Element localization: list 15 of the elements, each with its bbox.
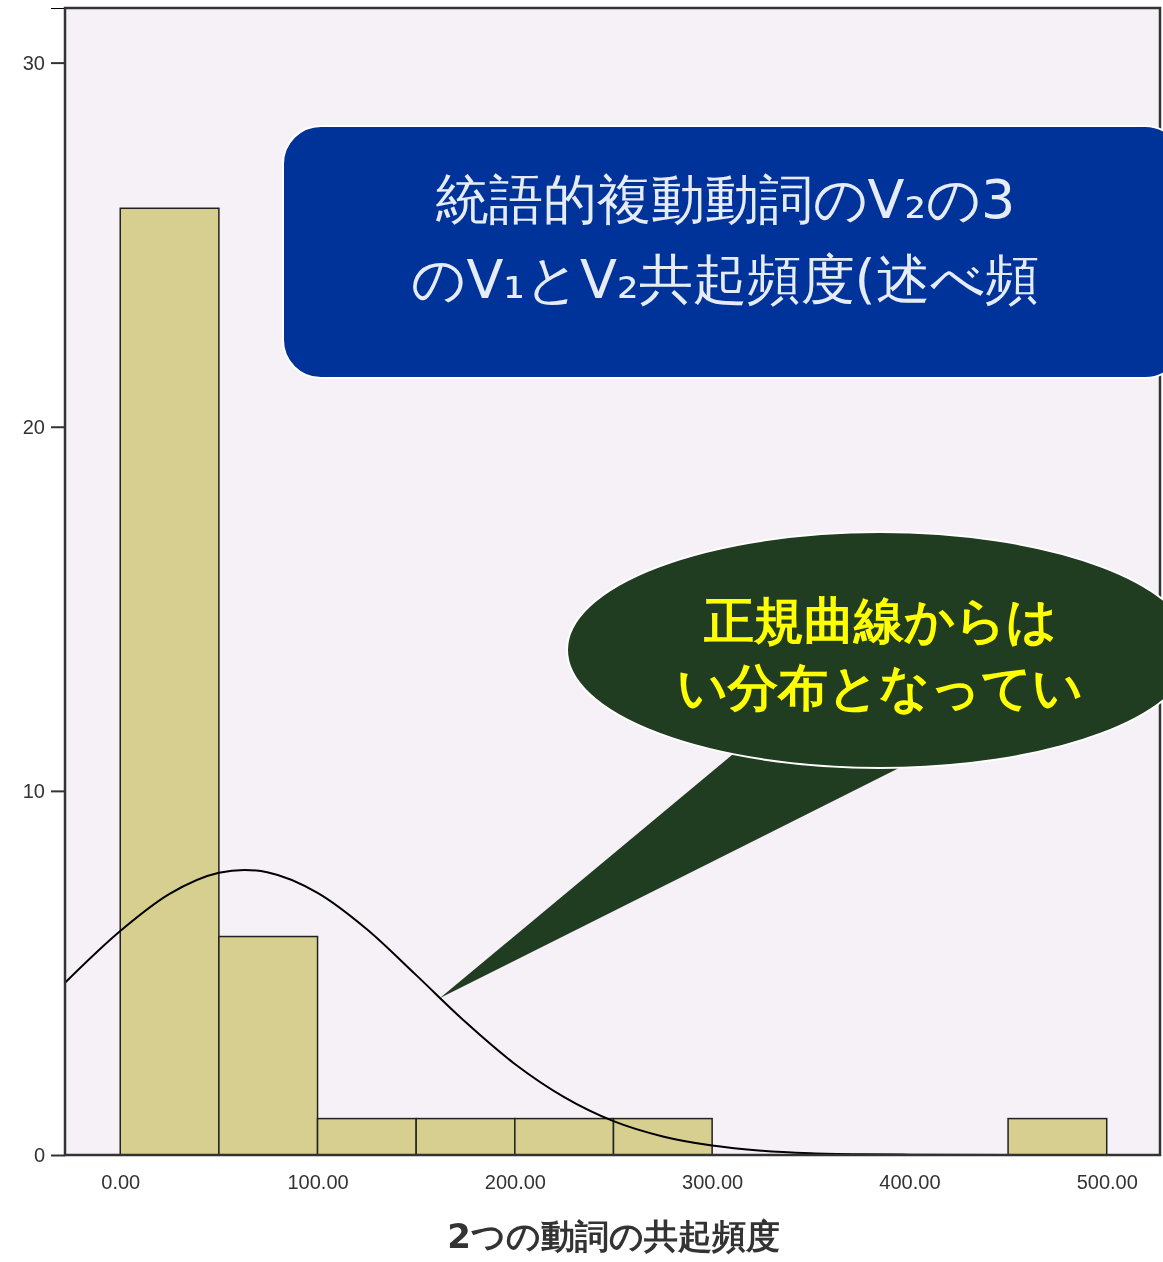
y-tick-label: 30 [22,51,45,74]
annotation: 統語的複動動詞のV₂の3 [434,168,1016,231]
x-tick-label: 500.00 [1076,1171,1138,1194]
y-tick-label: 0 [33,1143,45,1166]
x-tick-label: 300.00 [682,1171,744,1194]
annotation: 正規曲線からは [702,592,1057,650]
y-tick-label: 20 [22,415,45,438]
x-tick-label: 400.00 [879,1171,941,1194]
x-tick-label: 100.00 [287,1171,349,1194]
annotation: のV₁とV₂共起頻度(述べ頻 [411,248,1039,311]
x-axis-title: 2つの動詞の共起頻度 [447,1216,780,1256]
x-tick-label: 200.00 [484,1171,546,1194]
y-tick-label: 10 [22,779,45,802]
x-tick-label: 0.00 [101,1171,141,1194]
annotation: い分布となってい [677,659,1083,717]
